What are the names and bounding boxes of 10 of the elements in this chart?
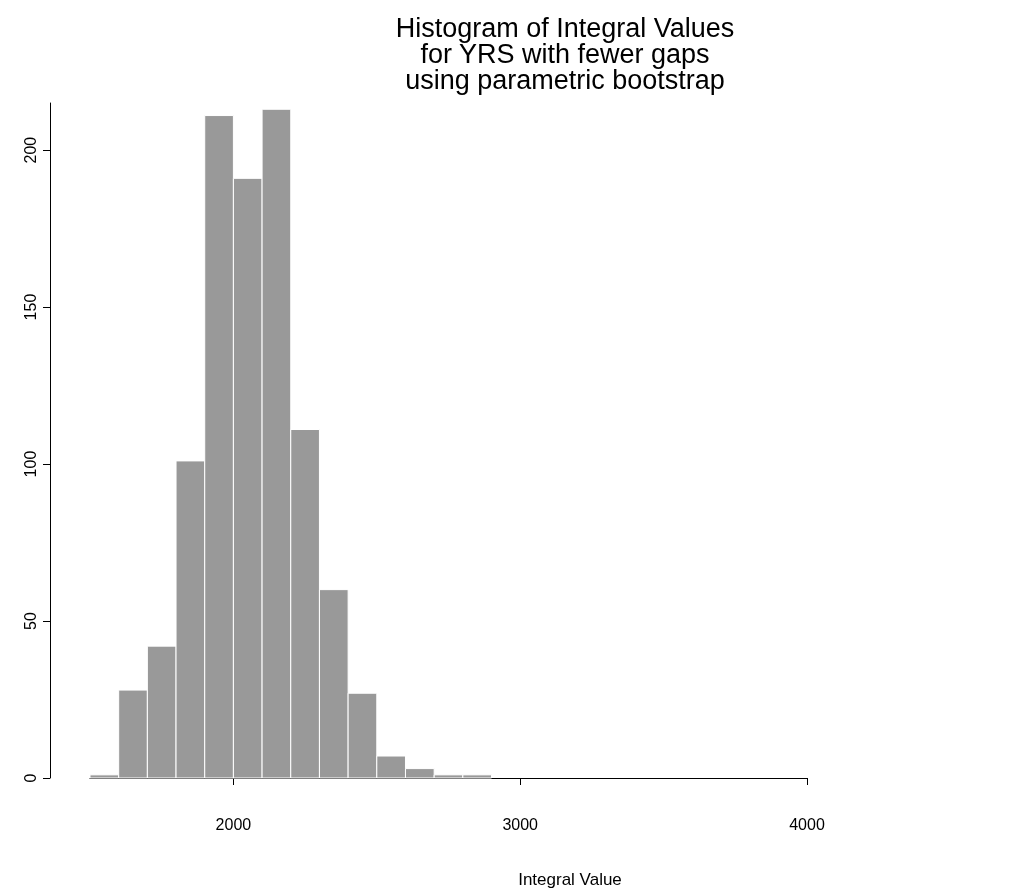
y-tick-label: 150 bbox=[21, 293, 39, 321]
y-tick-label: 100 bbox=[21, 450, 39, 478]
y-tick-label: 200 bbox=[21, 136, 39, 164]
x-tick-label: 4000 bbox=[789, 815, 825, 833]
chart-title: Histogram of Integral Values for YRS with fewer gaps using parametric bootstrap bbox=[395, 13, 735, 95]
x-tick-label: 3000 bbox=[502, 815, 539, 833]
x-axis-title: Integral Value bbox=[518, 870, 622, 889]
y-tick-label: 0 bbox=[21, 773, 39, 783]
y-tick-label: 50 bbox=[21, 612, 39, 630]
x-tick-label: 2000 bbox=[215, 815, 252, 833]
